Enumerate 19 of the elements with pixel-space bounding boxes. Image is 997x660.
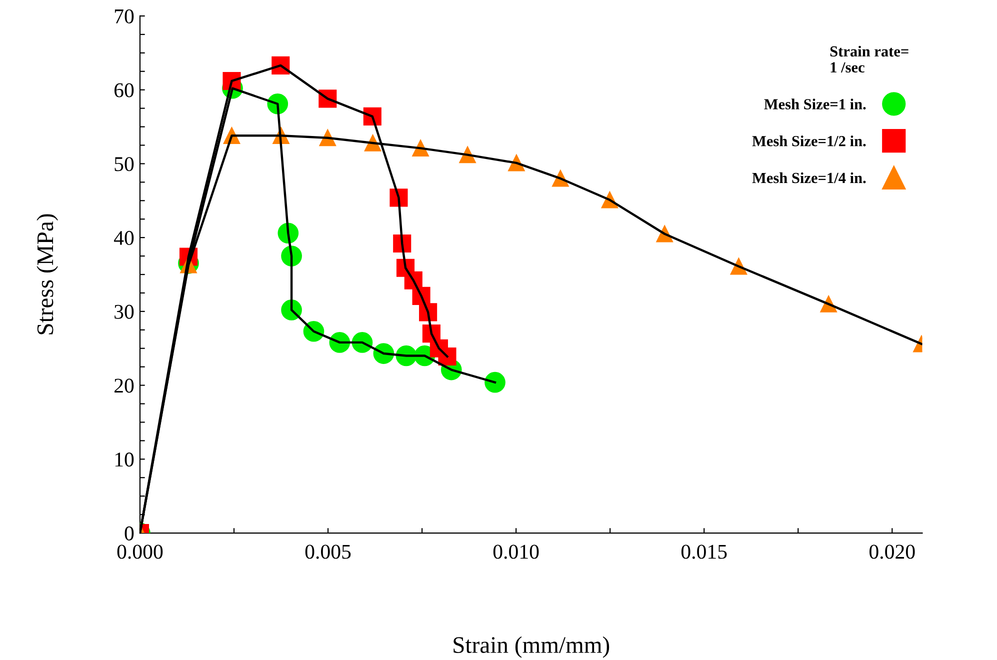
- y-tick-label: 30: [114, 304, 134, 319]
- legend-label: Mesh Size=1/2 in.: [752, 136, 866, 146]
- x-tick-label: 0.020: [869, 544, 915, 559]
- y-tick-label: 50: [114, 157, 134, 172]
- legend-label: Mesh Size=1 in.: [764, 98, 866, 110]
- x-tick-label: 0.015: [681, 544, 727, 559]
- x-tick-label: 0.010: [493, 544, 539, 559]
- y-tick-label: 40: [114, 230, 134, 245]
- y-tick-label: 70: [114, 9, 134, 24]
- y-axis-title: Stress (MPa): [36, 214, 58, 334]
- legend-label: Mesh Size=1/4 in.: [752, 172, 866, 184]
- x-tick-label: 0.000: [117, 544, 163, 559]
- legend-title: Strain rate= 1 /sec: [830, 46, 908, 73]
- x-axis-title: Strain (mm/mm): [454, 636, 610, 658]
- y-tick-label: 10: [115, 452, 134, 467]
- y-tick-label: 0: [124, 526, 134, 540]
- y-tick-label: 20: [114, 378, 134, 393]
- y-tick-label: 60: [114, 83, 134, 98]
- x-tick-label: 0.005: [305, 544, 351, 559]
